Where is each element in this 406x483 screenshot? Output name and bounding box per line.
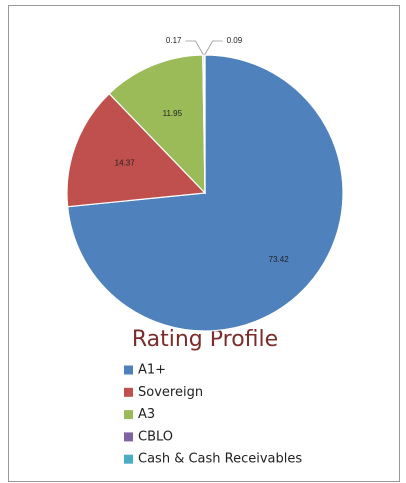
pie-slice <box>66 92 207 208</box>
legend-swatch <box>124 387 133 397</box>
legend-swatch <box>124 365 133 375</box>
data-label: 14.37 <box>115 159 136 168</box>
legend-swatch <box>124 410 133 420</box>
leader-line <box>185 40 204 56</box>
frame <box>8 5 400 482</box>
data-label: 73.42 <box>269 255 290 264</box>
pie-slice <box>203 54 206 194</box>
data-label: 0.17 <box>166 36 182 45</box>
leader-line <box>204 40 223 56</box>
legend-swatch <box>124 432 133 442</box>
data-label: 0.09 <box>227 36 243 45</box>
pie-slice <box>108 54 206 195</box>
legend-swatch <box>124 454 133 464</box>
legend-label: A3 <box>138 407 155 422</box>
legend-label: Cash & Cash Receivables <box>138 452 302 467</box>
legend-label: A1+ <box>138 363 166 378</box>
legend-label: Sovereign <box>138 385 203 400</box>
data-label: 11.95 <box>163 109 183 118</box>
legend-label: CBLO <box>138 429 173 444</box>
